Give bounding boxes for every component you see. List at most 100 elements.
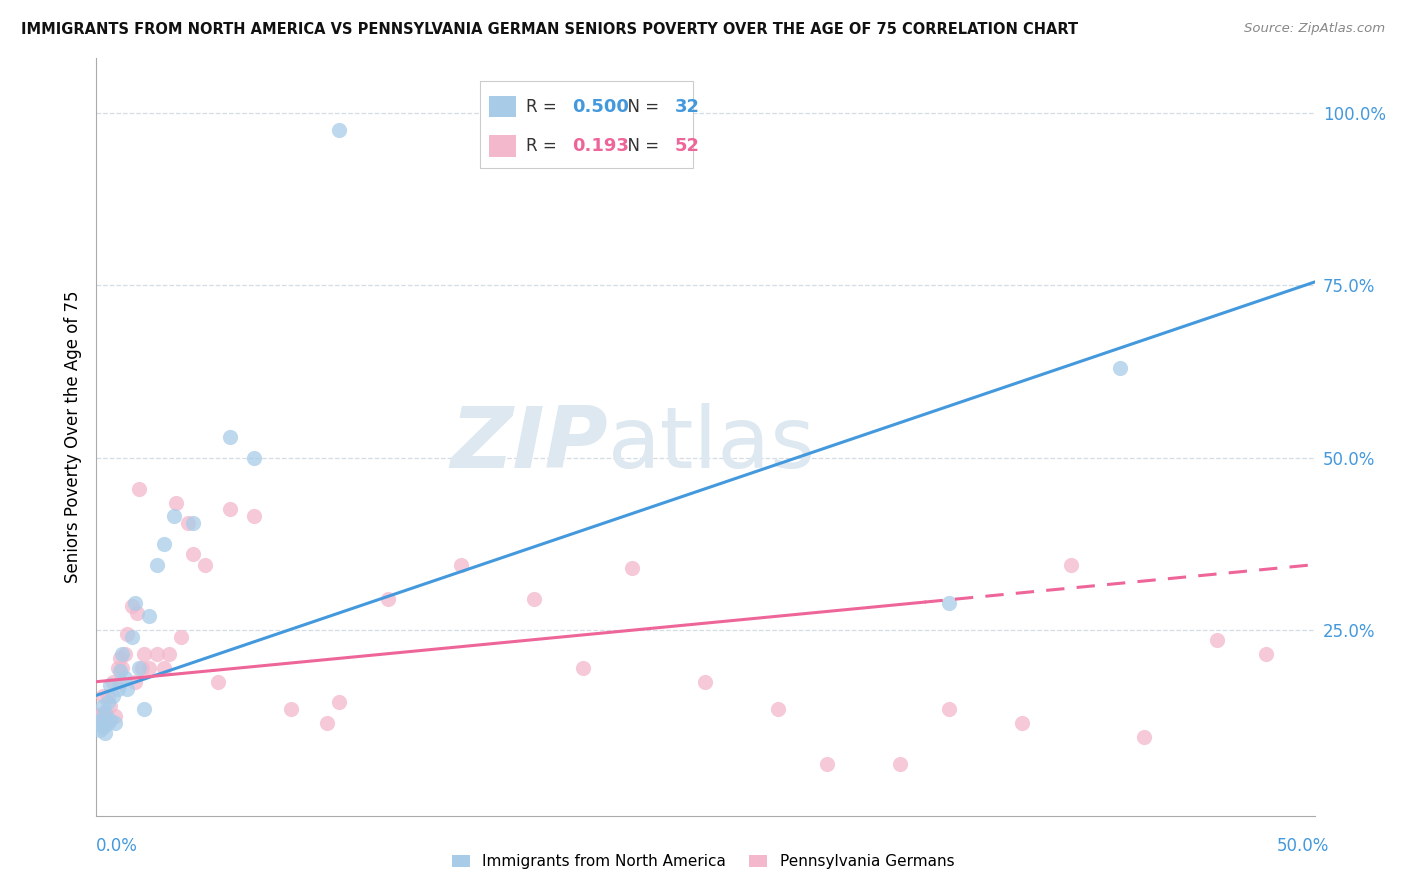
Point <box>181 516 204 531</box>
Y-axis label: Seniors Poverty Over the Age of 75: Seniors Poverty Over the Age of 75 <box>63 291 82 583</box>
Point <box>97 713 120 727</box>
Point <box>121 599 143 613</box>
Point <box>572 661 595 675</box>
Point <box>108 674 131 689</box>
Point <box>114 647 136 661</box>
Point <box>98 698 121 713</box>
Point <box>87 709 110 723</box>
Point <box>450 558 472 572</box>
Point <box>889 757 911 772</box>
Point <box>107 681 129 696</box>
Point <box>134 702 156 716</box>
Point <box>1011 716 1033 731</box>
Point <box>218 502 240 516</box>
Point <box>177 516 200 531</box>
Point <box>121 630 143 644</box>
Point <box>145 647 167 661</box>
Point <box>124 674 146 689</box>
Text: R =: R = <box>526 97 562 115</box>
Text: atlas: atlas <box>607 403 815 486</box>
Point <box>101 689 124 703</box>
Point <box>1133 730 1156 744</box>
Point <box>124 595 146 609</box>
Text: 50.0%: 50.0% <box>1277 837 1329 855</box>
Point <box>97 716 120 731</box>
Point <box>243 509 266 524</box>
Text: N =: N = <box>617 137 665 155</box>
Text: 32: 32 <box>675 97 700 115</box>
Point <box>94 726 117 740</box>
Point <box>98 713 121 727</box>
Point <box>97 689 120 703</box>
Point <box>620 561 643 575</box>
Point <box>218 430 240 444</box>
Point <box>695 674 717 689</box>
Point <box>1108 361 1130 376</box>
Point <box>145 558 167 572</box>
Point <box>89 716 111 731</box>
Point <box>117 626 139 640</box>
Point <box>162 509 184 524</box>
FancyBboxPatch shape <box>479 80 693 168</box>
Point <box>280 702 302 716</box>
Point <box>104 709 127 723</box>
Point <box>111 647 134 661</box>
Point <box>328 696 350 710</box>
Point <box>91 720 114 734</box>
Point <box>107 661 129 675</box>
Point <box>117 681 139 696</box>
Point <box>89 713 111 727</box>
Point <box>815 757 838 772</box>
Point <box>125 606 148 620</box>
Text: 0.193: 0.193 <box>572 137 628 155</box>
FancyBboxPatch shape <box>489 96 516 117</box>
Point <box>523 592 546 607</box>
Point <box>938 702 960 716</box>
Point <box>316 716 339 731</box>
Text: Source: ZipAtlas.com: Source: ZipAtlas.com <box>1244 22 1385 36</box>
Point <box>243 450 266 465</box>
Point <box>207 674 229 689</box>
Point <box>101 674 124 689</box>
Point <box>128 661 150 675</box>
Legend: Immigrants from North America, Pennsylvania Germans: Immigrants from North America, Pennsylva… <box>446 848 960 875</box>
Point <box>138 609 160 624</box>
Point <box>98 678 121 692</box>
Text: IMMIGRANTS FROM NORTH AMERICA VS PENNSYLVANIA GERMAN SENIORS POVERTY OVER THE AG: IMMIGRANTS FROM NORTH AMERICA VS PENNSYL… <box>21 22 1078 37</box>
Point <box>94 706 117 720</box>
Text: 0.0%: 0.0% <box>96 837 138 855</box>
Point <box>165 495 187 509</box>
Point <box>108 650 131 665</box>
Text: R =: R = <box>526 137 567 155</box>
Point <box>1206 633 1229 648</box>
Text: 0.500: 0.500 <box>572 97 628 115</box>
Point <box>768 702 790 716</box>
Point <box>128 482 150 496</box>
Point <box>94 706 117 720</box>
Point <box>104 716 127 731</box>
Point <box>87 716 110 731</box>
FancyBboxPatch shape <box>489 136 516 157</box>
Point <box>97 696 120 710</box>
Point <box>91 698 114 713</box>
Point <box>89 723 111 737</box>
Point <box>328 123 350 137</box>
Text: ZIP: ZIP <box>450 403 607 486</box>
Text: 52: 52 <box>675 137 700 155</box>
Point <box>131 661 153 675</box>
Point <box>1254 647 1277 661</box>
Point <box>157 647 180 661</box>
Point <box>91 706 114 720</box>
Point <box>91 689 114 703</box>
Point <box>153 537 176 551</box>
Point <box>181 547 204 561</box>
Point <box>170 630 193 644</box>
Point <box>108 665 131 679</box>
Point <box>111 661 134 675</box>
Point <box>377 592 399 607</box>
Point <box>938 595 960 609</box>
Point <box>138 661 160 675</box>
Point <box>153 661 176 675</box>
Text: N =: N = <box>617 97 665 115</box>
Point <box>1060 558 1083 572</box>
